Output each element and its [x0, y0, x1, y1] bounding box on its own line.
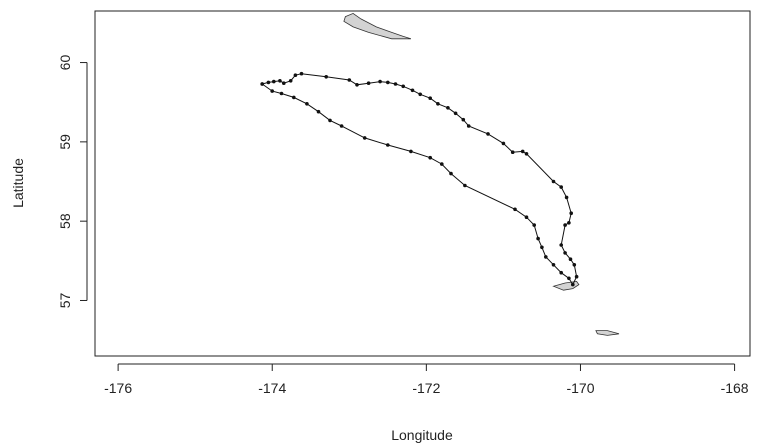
track-point	[563, 251, 567, 255]
track-point	[551, 263, 556, 267]
track-point	[436, 102, 440, 106]
track-point	[501, 141, 506, 146]
track-point	[279, 91, 284, 96]
track-point	[449, 171, 453, 176]
track-point	[305, 102, 309, 106]
track-point	[362, 136, 367, 140]
track-point	[386, 80, 390, 85]
track-point	[272, 79, 276, 84]
y-tick-label: 60	[57, 55, 73, 71]
track-point	[486, 132, 490, 136]
track-point	[428, 96, 433, 100]
track-point	[574, 274, 579, 279]
track-point	[567, 221, 571, 225]
track-point	[355, 83, 359, 87]
track-point	[568, 257, 573, 262]
track-point	[540, 245, 544, 250]
track-point	[409, 149, 413, 154]
plot-frame	[94, 10, 751, 357]
track-point	[328, 118, 332, 123]
track-point	[536, 236, 540, 241]
track-point	[347, 78, 352, 82]
track-point	[292, 95, 296, 100]
track-point	[440, 162, 444, 166]
track-point	[270, 89, 275, 93]
track-point	[339, 124, 344, 128]
track-point	[428, 155, 433, 160]
track-point	[571, 282, 575, 287]
track-point	[410, 88, 415, 93]
track-point	[418, 92, 423, 97]
y-tick-label: 58	[57, 213, 73, 229]
x-axis: -176 -174 -172 -170 -168	[104, 363, 749, 396]
x-tick-label: -172	[412, 380, 440, 396]
track-point	[466, 124, 471, 128]
track-point	[564, 195, 569, 200]
track-point	[524, 215, 529, 219]
track-point	[293, 73, 298, 77]
track-point	[572, 263, 577, 267]
track-point	[567, 276, 571, 281]
track-point	[266, 80, 271, 85]
x-tick-label: -168	[721, 380, 749, 396]
track-point	[378, 79, 382, 84]
track-point	[316, 109, 321, 114]
y-axis-title: Latitude	[10, 158, 26, 208]
track-point	[393, 82, 398, 86]
track-point	[401, 84, 406, 89]
x-axis-title: Longitude	[391, 427, 453, 443]
track-point	[513, 207, 517, 212]
track-point	[563, 223, 567, 227]
track-point	[559, 243, 563, 247]
track-point	[544, 255, 548, 259]
x-tick-label: -170	[566, 380, 594, 396]
track-layer	[260, 71, 579, 287]
land-polygon-3	[595, 330, 620, 336]
track-point	[524, 152, 529, 156]
track-point	[282, 81, 286, 85]
track-point	[324, 75, 329, 79]
x-tick-label: -176	[104, 380, 132, 396]
track-point	[453, 111, 458, 116]
track-point	[559, 270, 563, 275]
y-axis: 57 58 59 60	[57, 55, 88, 308]
track-point	[278, 79, 282, 83]
track-point	[551, 179, 556, 184]
track-point	[520, 149, 525, 154]
track-point	[446, 106, 450, 110]
track-point	[463, 183, 467, 188]
track-point	[386, 143, 390, 147]
y-tick-label: 57	[57, 292, 73, 308]
track-point	[532, 223, 536, 227]
track-point	[461, 117, 466, 122]
land-polygon-1	[343, 12, 412, 40]
track-point	[569, 211, 573, 215]
track-point	[299, 71, 304, 76]
track-point	[366, 81, 371, 85]
track-point	[288, 79, 293, 83]
y-tick-label: 59	[57, 134, 73, 150]
track-point	[510, 150, 515, 154]
track-point	[559, 185, 563, 189]
x-tick-label: -174	[258, 380, 286, 396]
track-point	[260, 82, 265, 86]
